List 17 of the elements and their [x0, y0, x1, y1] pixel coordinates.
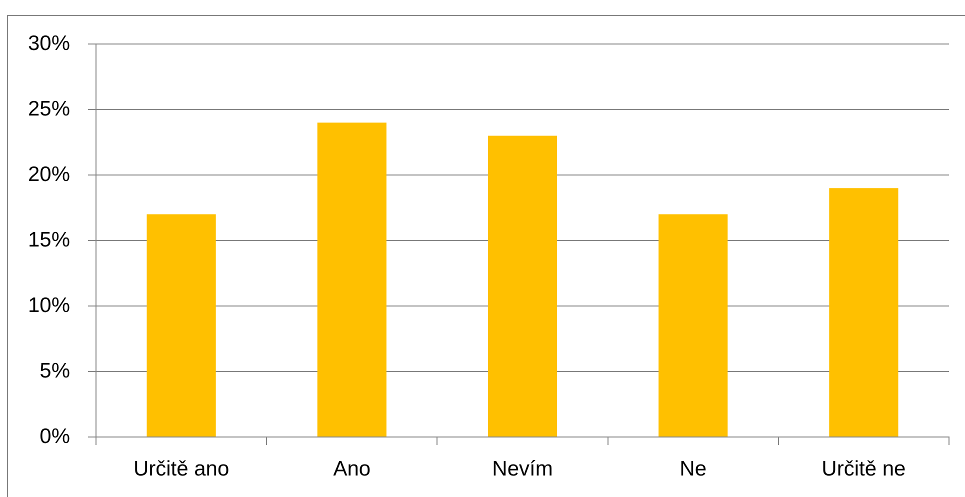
x-tick-label: Nevím: [492, 457, 553, 480]
x-tick-label: Určitě ne: [822, 457, 906, 480]
x-tick-label: Určitě ano: [133, 457, 230, 480]
bar: [658, 214, 728, 436]
bar: [488, 136, 558, 436]
y-tick-label: 10%: [28, 294, 70, 317]
x-tick-label: Ano: [333, 457, 371, 480]
bar: [146, 214, 216, 436]
y-tick-label: 20%: [28, 162, 70, 186]
y-tick-label: 25%: [28, 97, 70, 120]
x-tick-label: Ne: [680, 457, 707, 480]
y-tick-label: 0%: [40, 424, 70, 448]
bar: [829, 188, 898, 436]
bar: [317, 122, 386, 436]
y-tick-label: 15%: [28, 228, 70, 252]
y-tick-label: 5%: [40, 359, 70, 382]
y-tick-label: 30%: [28, 32, 70, 55]
